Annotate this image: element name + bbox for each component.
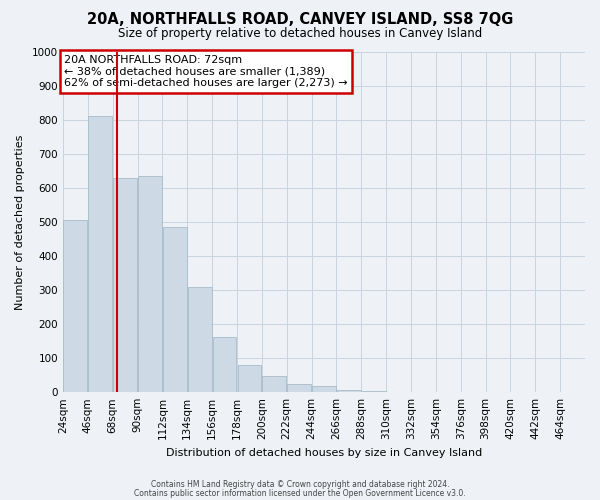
Bar [262, 376, 286, 392]
Bar [212, 336, 236, 392]
Bar [88, 116, 112, 392]
Bar [188, 286, 212, 392]
Bar [113, 178, 137, 392]
Bar [138, 176, 162, 392]
Text: 20A NORTHFALLS ROAD: 72sqm
← 38% of detached houses are smaller (1,389)
62% of s: 20A NORTHFALLS ROAD: 72sqm ← 38% of deta… [64, 55, 347, 88]
Bar [163, 227, 187, 392]
Bar [312, 386, 336, 392]
X-axis label: Distribution of detached houses by size in Canvey Island: Distribution of detached houses by size … [166, 448, 482, 458]
Bar [238, 365, 261, 392]
Y-axis label: Number of detached properties: Number of detached properties [15, 134, 25, 310]
Text: Contains public sector information licensed under the Open Government Licence v3: Contains public sector information licen… [134, 488, 466, 498]
Bar [64, 220, 87, 392]
Bar [337, 390, 361, 392]
Text: Contains HM Land Registry data © Crown copyright and database right 2024.: Contains HM Land Registry data © Crown c… [151, 480, 449, 489]
Text: 20A, NORTHFALLS ROAD, CANVEY ISLAND, SS8 7QG: 20A, NORTHFALLS ROAD, CANVEY ISLAND, SS8… [87, 12, 513, 28]
Text: Size of property relative to detached houses in Canvey Island: Size of property relative to detached ho… [118, 28, 482, 40]
Bar [287, 384, 311, 392]
Bar [362, 391, 386, 392]
